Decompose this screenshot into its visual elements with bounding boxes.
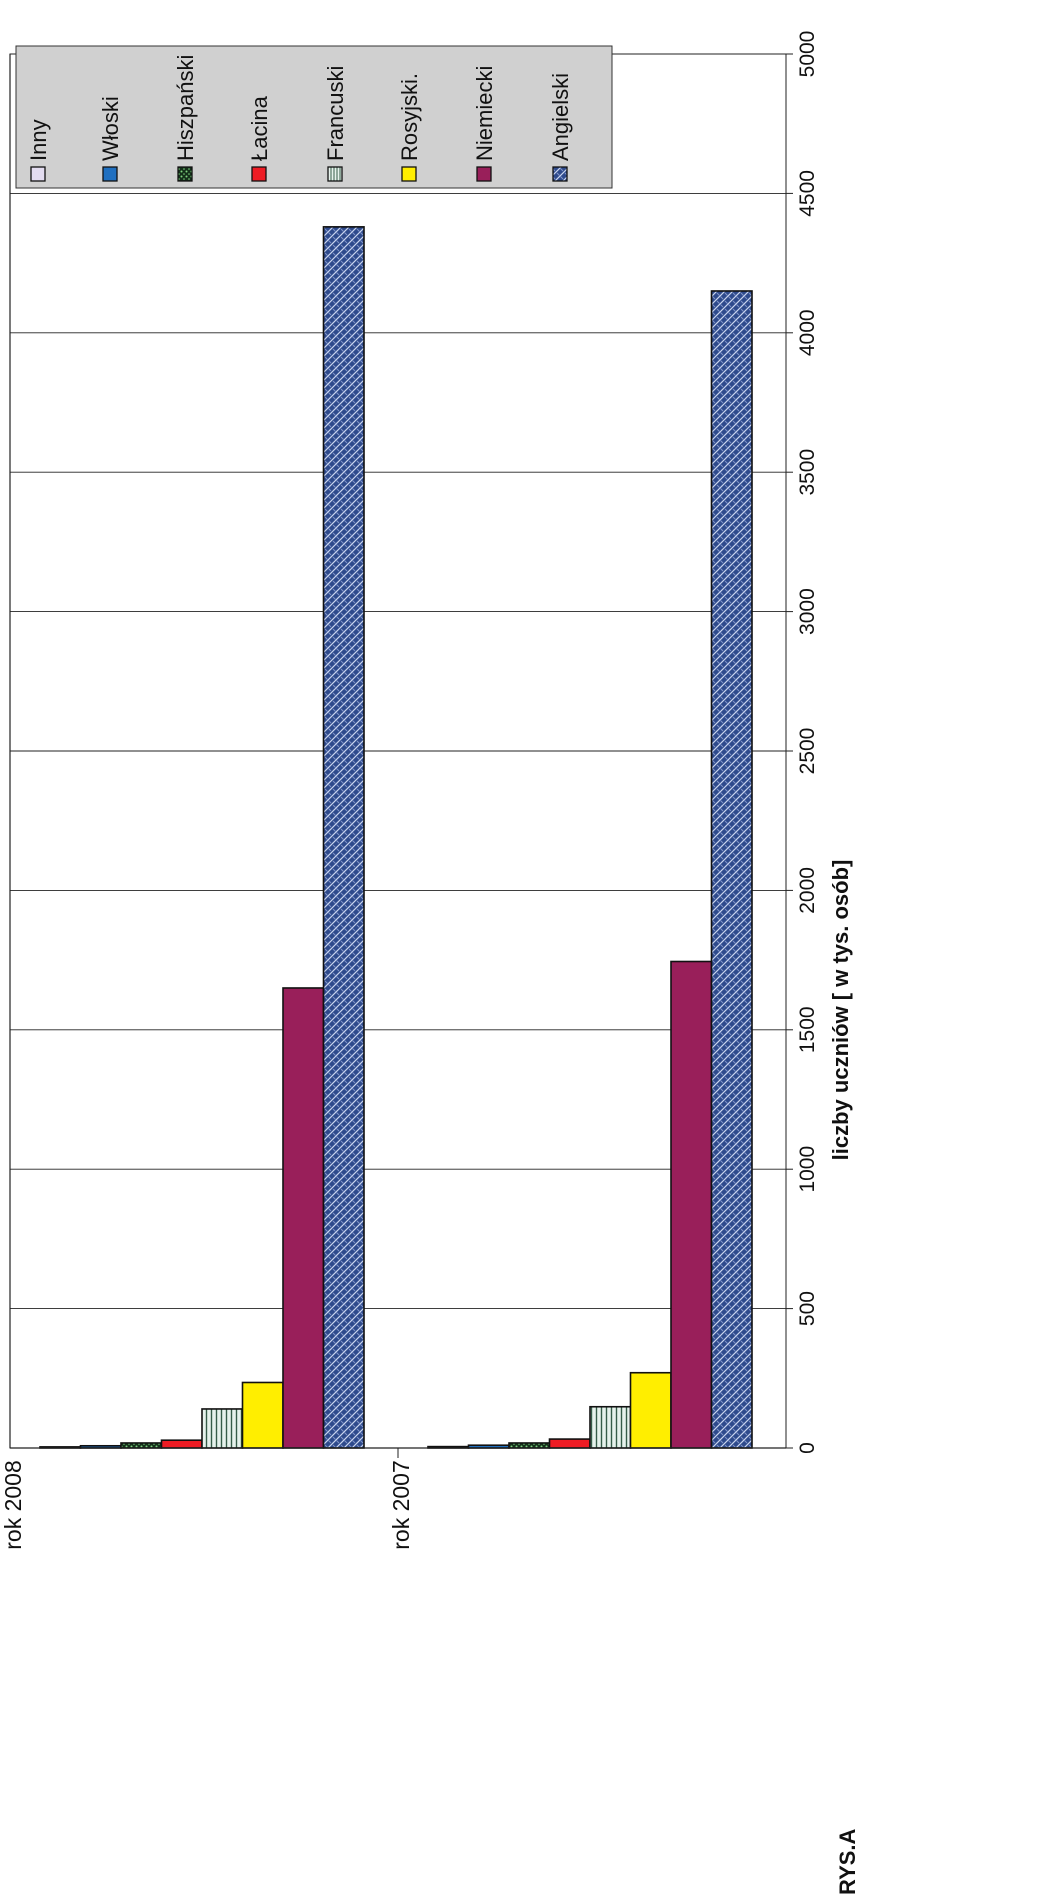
tick-label: 1500: [796, 1006, 819, 1053]
legend-swatch-inny: [30, 166, 46, 182]
legend-swatch-angielski: [552, 166, 568, 182]
tick-label: 0: [796, 1442, 819, 1454]
tick-label: 2500: [796, 728, 819, 775]
legend-swatch-hiszpa-ski: [177, 166, 193, 182]
legend-label-inny: Inny: [26, 119, 51, 161]
tick-labels: 0 500 1000 1500 2000 2500 3000 3500 4000 4500 5000: [796, 31, 819, 1454]
legend-items: Inny Włoski Hiszpański Łacina Francuski Rosyj…: [26, 55, 573, 182]
bar--acina: [160, 1439, 203, 1449]
figure-label: RYS.A: [835, 1828, 860, 1895]
tick-label: 4000: [796, 309, 819, 356]
bar-hiszpa-ski: [120, 1442, 163, 1449]
legend: Inny Włoski Hiszpański Łacina Francuski Rosyj…: [15, 45, 613, 189]
bar-francuski: [201, 1408, 244, 1449]
bar-angielski: [322, 226, 365, 1449]
tick-label: 500: [796, 1291, 819, 1326]
legend-label--acina: Łacina: [247, 95, 272, 161]
legend-swatch--acina: [251, 166, 267, 182]
category-label: rok 2008: [0, 1460, 26, 1550]
legend-label-hiszpa-ski: Hiszpański: [173, 55, 198, 161]
legend-label-niemiecki: Niemiecki: [472, 66, 497, 161]
legend-swatch-w-oski: [102, 166, 118, 182]
legend-box: [15, 45, 613, 189]
bar-rosyjski: [241, 1381, 284, 1449]
tick-label: 1000: [796, 1146, 819, 1193]
bar-niemiecki: [670, 960, 713, 1449]
legend-label-rosyjski: Rosyjski.: [397, 73, 422, 161]
legend-label-angielski: Angielski: [548, 73, 573, 161]
category-labels: rok 2008 rok 2007: [0, 1448, 414, 1550]
bar-hiszpa-ski: [508, 1442, 551, 1449]
tick-label: 3000: [796, 588, 819, 635]
bar-francuski: [589, 1405, 632, 1449]
bar-rosyjski: [629, 1371, 672, 1449]
tick-label: 3500: [796, 449, 819, 496]
legend-swatch-rosyjski: [401, 166, 417, 182]
bar--acina: [548, 1438, 591, 1449]
legend-swatch-niemiecki: [476, 166, 492, 182]
x-axis-title: liczby uczniów [ w tys. osób]: [828, 860, 853, 1161]
legend-swatch-francuski: [327, 166, 343, 182]
category-label: rok 2007: [388, 1460, 414, 1550]
tick-label: 4500: [796, 170, 819, 217]
tick-label: 5000: [796, 31, 819, 78]
gridlines: [10, 53, 793, 1449]
tick-label: 2000: [796, 867, 819, 914]
bar-niemiecki: [282, 987, 325, 1449]
bar-angielski: [710, 290, 753, 1449]
bars: [39, 226, 753, 1449]
legend-label-francuski: Francuski: [323, 66, 348, 161]
legend-label-w-oski: Włoski: [98, 96, 123, 161]
